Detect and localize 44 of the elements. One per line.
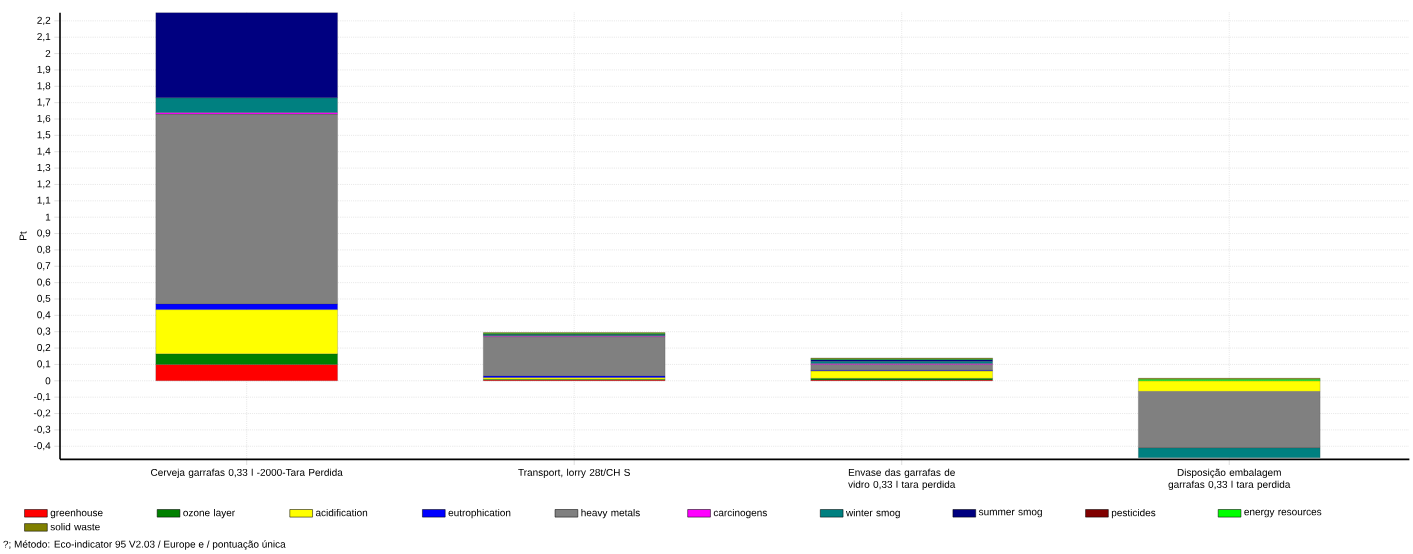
y-tick-label: 0,2 xyxy=(37,343,51,353)
y-tick-label: 0,4 xyxy=(37,311,51,320)
legend-label: ozone layer xyxy=(183,508,235,519)
y-tick-label: 1,9 xyxy=(37,65,51,75)
y-tick-label: 0,5 xyxy=(37,294,51,304)
legend-label: greenhouse xyxy=(50,508,103,519)
y-tick-label: 1,2 xyxy=(37,180,51,189)
x-tick-label: Transport, lorry 28t/CH S xyxy=(518,468,630,478)
y-tick-label: 0,8 xyxy=(37,245,51,255)
y-tick-label: -0,4 xyxy=(33,442,51,451)
y-tick-label: 1,1 xyxy=(37,196,51,205)
legend-label: carcinogens xyxy=(713,508,767,519)
x-tick-label: Envase das garrafas de vidro 0,33 l tara perdida xyxy=(848,468,956,490)
y-tick-label: 0,9 xyxy=(37,229,51,238)
legend-label: summer smog xyxy=(978,509,1042,518)
y-tick-label: 1,8 xyxy=(37,82,51,91)
y-tick-label: 0 xyxy=(45,377,51,385)
y-tick-label: 0,1 xyxy=(37,360,51,369)
legend-label: energy resources xyxy=(1244,509,1322,518)
y-tick-label: 1,3 xyxy=(37,163,51,173)
legend-label: solid waste xyxy=(50,523,100,531)
y-tick-label: 0,6 xyxy=(37,278,51,287)
y-axis-title: Pt xyxy=(19,231,27,240)
y-tick-label: 0,3 xyxy=(37,327,51,336)
legend-label: acidification xyxy=(315,508,368,517)
y-tick-label: -0,2 xyxy=(33,409,51,418)
x-tick-label: Disposição embalagem garrafas 0,33 l tara perdida xyxy=(1168,468,1291,490)
legend-label: heavy metals xyxy=(581,508,640,519)
x-tick-label: Cerveja garrafas 0,33 l -2000-Tara Perdida xyxy=(151,468,343,478)
legend-label: pesticides xyxy=(1111,508,1156,519)
y-tick-label: -0,1 xyxy=(33,393,51,402)
y-tick-label: 2,1 xyxy=(37,33,51,42)
legend-label: winter smog xyxy=(845,508,900,519)
y-tick-label: 1,7 xyxy=(37,98,51,107)
text: ?; Método: Eco-indicator 95 V2.03 / Europe e / pontuação única xyxy=(3,540,286,550)
legend-label: eutrophication xyxy=(448,508,511,519)
y-tick-label: 2 xyxy=(45,50,51,58)
y-tick-label: -0,3 xyxy=(33,425,51,435)
y-tick-label: 1,5 xyxy=(37,131,51,140)
y-tick-label: 2,2 xyxy=(37,16,51,25)
y-tick-label: 0,7 xyxy=(37,262,51,271)
y-tick-label: 1 xyxy=(45,213,51,221)
y-tick-label: 1,6 xyxy=(37,114,51,124)
y-tick-label: 1,4 xyxy=(37,147,51,156)
